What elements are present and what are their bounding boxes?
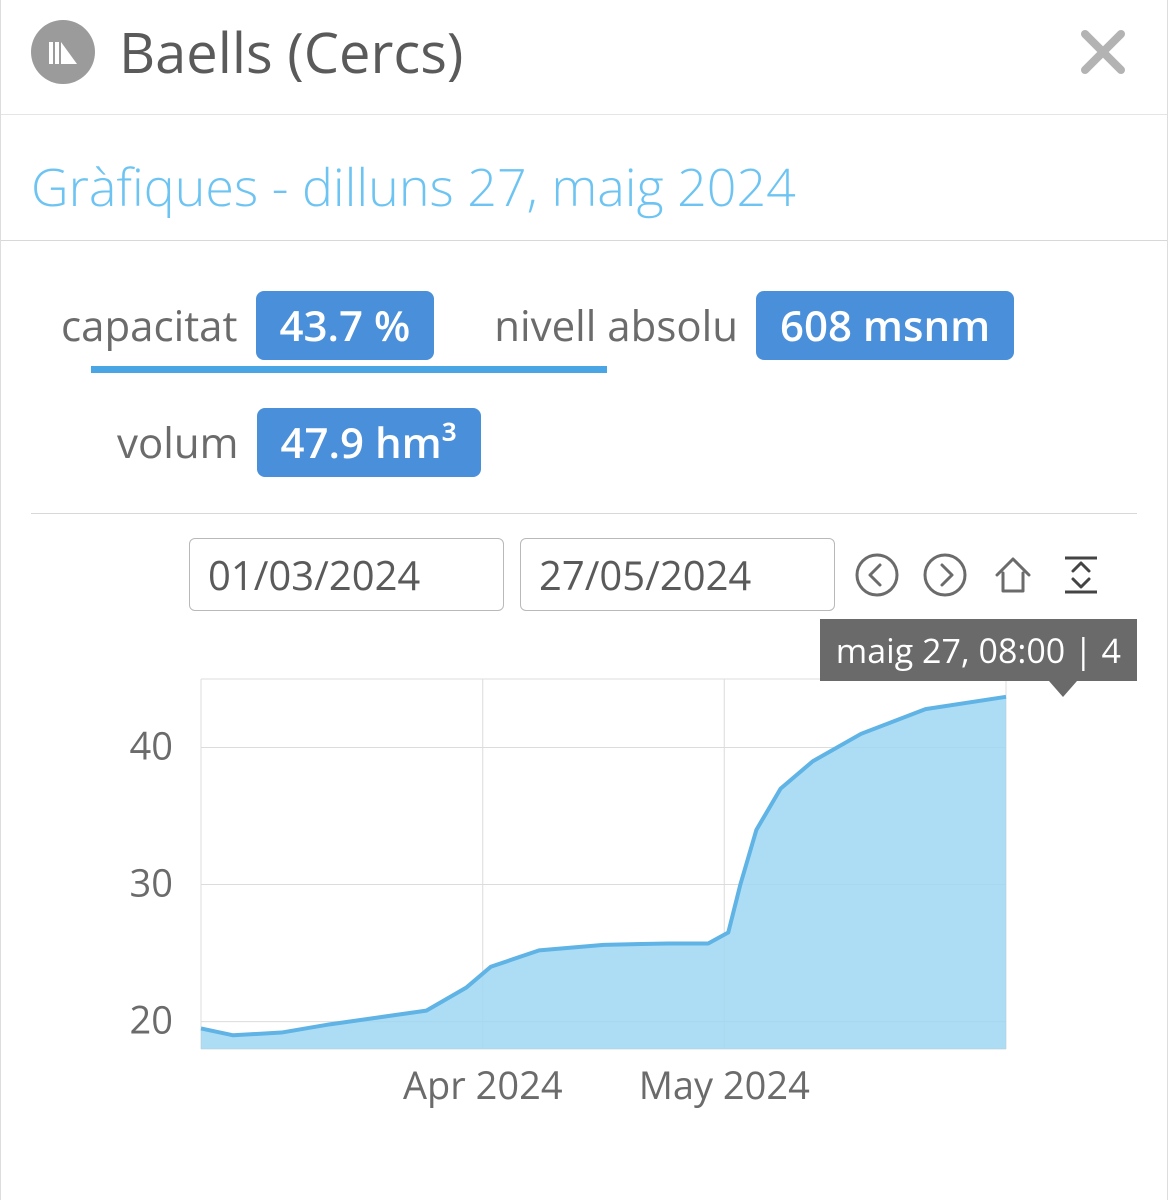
svg-text:20: 20 bbox=[130, 994, 173, 1046]
chevron-left-icon bbox=[853, 551, 901, 599]
close-button[interactable] bbox=[1069, 18, 1137, 86]
chart-tooltip: maig 27, 08:00 | 4 bbox=[820, 619, 1137, 681]
next-button[interactable] bbox=[919, 549, 971, 601]
chart[interactable]: maig 27, 08:00 | 4 20 30 40 Apr 2024 May 202… bbox=[31, 619, 1137, 1139]
svg-text:Apr 2024: Apr 2024 bbox=[403, 1059, 563, 1111]
header: Baells (Cercs) bbox=[1, 0, 1167, 115]
chart-svg: 20 30 40 Apr 2024 May 2024 bbox=[31, 619, 1091, 1139]
chevron-right-icon bbox=[921, 551, 969, 599]
date-to-input[interactable] bbox=[520, 538, 835, 611]
metric-value-volume: 47.9 hm³ bbox=[257, 408, 481, 477]
metric-value-level: 608 msnm bbox=[756, 291, 1014, 360]
metric-label: capacitat bbox=[61, 297, 238, 354]
panel: Baells (Cercs) Gràfiques - dilluns 27, m… bbox=[0, 0, 1168, 1200]
fit-y-button[interactable] bbox=[1055, 549, 1107, 601]
svg-text:May 2024: May 2024 bbox=[639, 1059, 810, 1111]
active-tab-underline bbox=[91, 366, 607, 373]
svg-text:40: 40 bbox=[130, 720, 173, 772]
metric-label: nivell absolu bbox=[494, 297, 738, 354]
tab-volume[interactable]: volum 47.9 hm³ bbox=[117, 408, 481, 477]
divider bbox=[31, 513, 1137, 514]
date-from-input[interactable] bbox=[189, 538, 504, 611]
chart-controls bbox=[1, 514, 1137, 611]
metrics-tabs: capacitat 43.7 % nivell absolu 608 msnm … bbox=[1, 241, 1167, 514]
home-button[interactable] bbox=[987, 549, 1039, 601]
expand-vertical-icon bbox=[1057, 551, 1105, 599]
dam-icon bbox=[31, 20, 95, 84]
metric-value-capacity: 43.7 % bbox=[256, 291, 435, 360]
chart-subtitle: Gràfiques - dilluns 27, maig 2024 bbox=[1, 115, 1167, 241]
close-icon bbox=[1077, 26, 1129, 78]
home-icon bbox=[989, 551, 1037, 599]
prev-button[interactable] bbox=[851, 549, 903, 601]
tab-capacity[interactable]: capacitat 43.7 % bbox=[61, 291, 434, 360]
page-title: Baells (Cercs) bbox=[119, 14, 1069, 90]
svg-text:30: 30 bbox=[130, 857, 173, 909]
tab-level[interactable]: nivell absolu 608 msnm bbox=[494, 291, 1014, 360]
metric-label: volum bbox=[117, 414, 239, 471]
